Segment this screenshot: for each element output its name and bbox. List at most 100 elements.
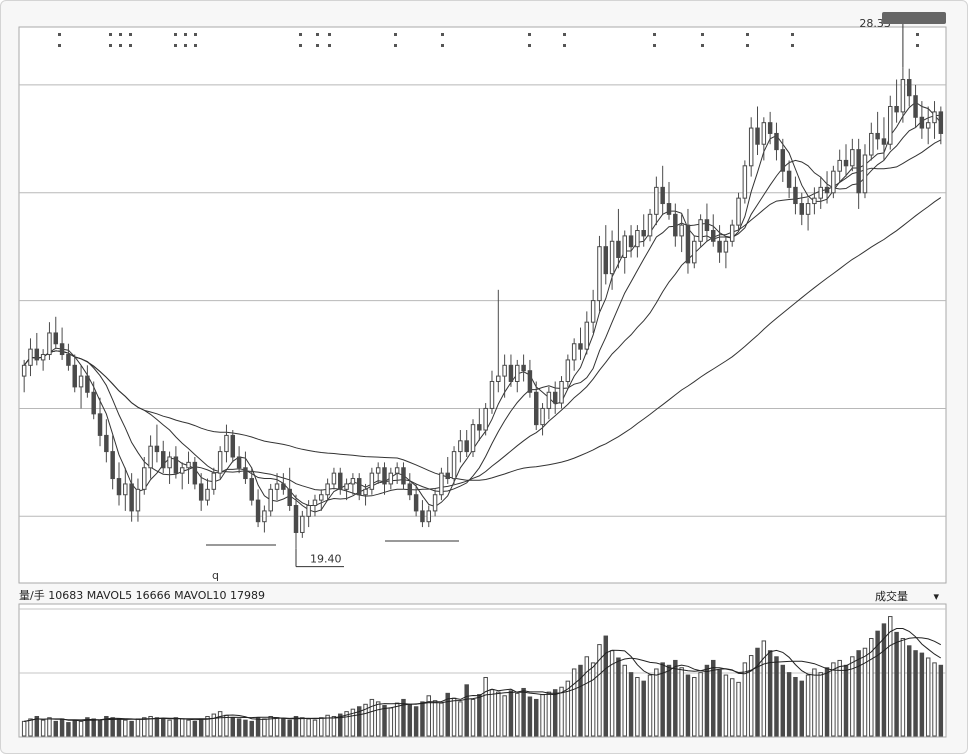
- volume-bar: [938, 664, 944, 737]
- volume-bar: [888, 616, 893, 737]
- event-marker: [184, 44, 187, 47]
- candle-body: [565, 359, 571, 382]
- volume-bar: [527, 696, 533, 737]
- volume-bar: [831, 662, 836, 737]
- event-marker: [791, 33, 794, 36]
- volume-bar: [287, 719, 292, 737]
- candle-body: [786, 170, 792, 188]
- candle-body: [458, 440, 463, 453]
- candle-body: [47, 332, 52, 356]
- volume-bar: [590, 662, 596, 737]
- candle-body: [774, 132, 779, 151]
- candle-body: [628, 235, 634, 248]
- candle-body: [344, 483, 349, 490]
- ma-line-10: [23, 114, 941, 506]
- candle-body: [217, 451, 223, 474]
- volume-bar: [394, 702, 400, 737]
- candle-body: [413, 494, 419, 512]
- candle-body: [603, 246, 609, 275]
- event-marker: [194, 33, 197, 36]
- event-marker: [394, 33, 397, 36]
- volume-bar: [312, 719, 318, 737]
- candle-body: [319, 494, 324, 501]
- volume-bar: [293, 715, 299, 737]
- x-marker-label: q: [212, 569, 219, 582]
- event-marker: [184, 33, 187, 36]
- candle-body: [407, 483, 413, 496]
- event-marker: [916, 44, 919, 47]
- candle-body: [21, 364, 27, 377]
- candle-body: [938, 111, 944, 134]
- candle-body: [761, 122, 767, 145]
- candle-body: [464, 440, 469, 453]
- volume-bar: [445, 692, 450, 737]
- volume-bar: [571, 668, 577, 737]
- volume-bar: [597, 644, 602, 737]
- panel-corner-button[interactable]: [882, 12, 946, 24]
- volume-bar: [179, 718, 185, 737]
- volume-bar: [774, 656, 779, 737]
- volume-bar: [515, 692, 520, 737]
- price-panel-border: [18, 26, 947, 584]
- candle-body: [53, 332, 59, 345]
- volume-ma-lines: [24, 628, 942, 722]
- candle-body: [142, 467, 147, 490]
- candle-body: [900, 79, 906, 113]
- candle-body: [622, 235, 627, 258]
- volume-bar: [761, 640, 767, 737]
- candle-body: [635, 230, 640, 248]
- candle-body: [704, 219, 710, 232]
- volume-bar: [736, 681, 741, 737]
- volume-bar: [673, 659, 678, 737]
- volume-bars: [21, 616, 944, 737]
- volume-bar: [660, 662, 665, 737]
- volume-header: 量/手 10683 MAVOL5 16666 MAVOL10 17989: [19, 588, 265, 602]
- candle-body: [533, 391, 539, 426]
- candle-body: [919, 116, 925, 129]
- volume-bar: [47, 717, 52, 737]
- candle-body: [470, 424, 476, 453]
- candle-body: [894, 105, 899, 113]
- volume-bar: [635, 676, 640, 737]
- event-marker: [563, 44, 566, 47]
- event-marker: [701, 44, 704, 47]
- volume-bar: [552, 689, 558, 737]
- candle-body: [875, 132, 880, 140]
- candle-body: [173, 456, 179, 474]
- volume-bar: [742, 662, 748, 737]
- volume-bar: [135, 718, 141, 737]
- candle-body: [850, 149, 855, 167]
- volume-bar: [932, 662, 937, 737]
- candle-body: [824, 186, 830, 194]
- candle-body: [502, 364, 507, 377]
- candle-body: [496, 375, 501, 382]
- volume-bar: [559, 686, 564, 737]
- candle-body: [211, 472, 217, 490]
- volume-bar: [161, 718, 166, 737]
- candle-body: [748, 127, 754, 167]
- event-marker: [174, 33, 177, 36]
- volume-bar: [413, 706, 419, 737]
- volume-bar: [913, 650, 918, 737]
- volume-bar: [344, 711, 349, 737]
- candle-body: [287, 488, 292, 507]
- volume-bar: [104, 715, 109, 737]
- volume-bar: [919, 652, 925, 737]
- volume-bar: [40, 719, 46, 737]
- candle-body: [375, 467, 381, 474]
- candle-body: [123, 483, 128, 496]
- volume-bar: [818, 672, 823, 737]
- volume-bar: [654, 668, 659, 737]
- candle-body: [104, 434, 109, 453]
- volume-bar: [66, 722, 71, 737]
- volume-bar: [28, 718, 33, 737]
- volume-bar: [274, 717, 280, 737]
- candle-body: [369, 472, 375, 490]
- volume-bar: [148, 715, 153, 737]
- volume-bar: [723, 674, 729, 737]
- event-marker: [109, 44, 112, 47]
- indicator-select[interactable]: 成交量 ▾: [871, 588, 943, 604]
- volume-bar: [217, 711, 223, 737]
- volume-bar: [230, 717, 236, 737]
- volume-bar: [21, 720, 27, 737]
